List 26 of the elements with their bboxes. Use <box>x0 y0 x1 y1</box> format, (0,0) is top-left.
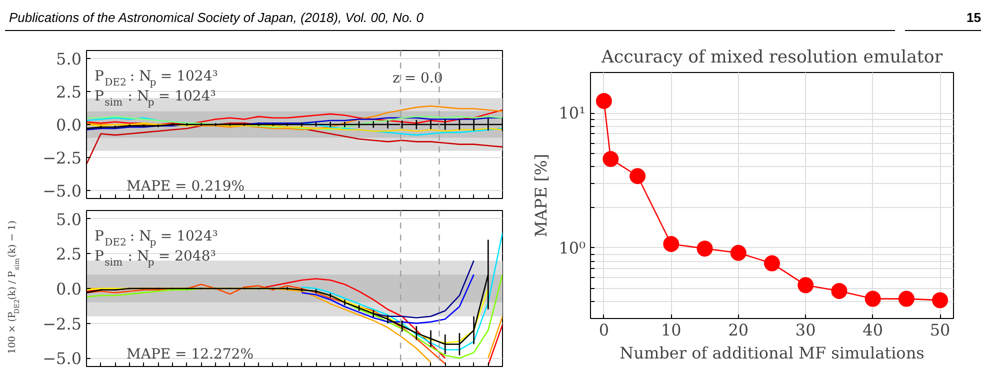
x-axis-title: Number of additional MF simulations <box>620 344 924 362</box>
y-tick-label: −2.5 <box>42 314 82 334</box>
y-tick-label: 10⁰ <box>558 238 586 258</box>
y-axis-title: MAPE [%] <box>532 154 551 238</box>
y-tick-label: 0.0 <box>56 116 82 134</box>
annotation: z = 0.0 <box>392 70 443 86</box>
y-tick-label: −5.0 <box>42 349 82 368</box>
annotation: MAPE = 0.219% <box>126 178 245 194</box>
x-tick-label: 10 <box>660 320 682 340</box>
x-tick-label: 50 <box>930 320 950 340</box>
text: 15 <box>966 9 981 27</box>
y-tick-label: 10¹ <box>558 104 586 123</box>
y-tick-label: 2.5 <box>56 82 82 102</box>
x-tick-label: 40 <box>862 320 884 340</box>
x-tick-label: 30 <box>795 320 816 340</box>
y-tick-label: 2.5 <box>56 244 82 264</box>
x-tick-label: 0 <box>598 320 610 340</box>
chart-title: Accuracy of mixed resolution emulator <box>600 48 944 68</box>
y-tick-label: −2.5 <box>42 148 82 168</box>
y-tick-label: 0.0 <box>56 280 82 298</box>
x-tick-label: 20 <box>728 320 749 340</box>
y-tick-label: 5.0 <box>56 49 82 68</box>
annotation: MAPE = 12.272% <box>126 346 254 362</box>
y-tick-label: −5.0 <box>42 182 82 201</box>
text: Publications of the Astronomical Society of Japan, (2018), Vol. 00, No. 0 <box>9 9 424 27</box>
y-tick-label: 5.0 <box>56 210 82 229</box>
